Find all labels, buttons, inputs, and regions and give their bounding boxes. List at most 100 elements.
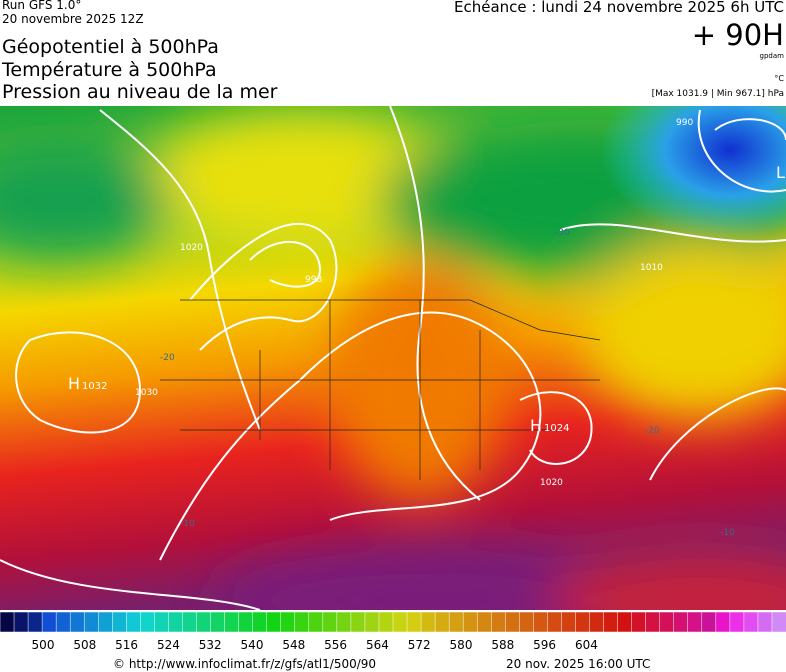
color-swatch bbox=[55, 611, 71, 633]
map-label-sub: 1024 bbox=[544, 423, 569, 434]
pressure-range: [Max 1031.9 | Min 967.1] hPa bbox=[651, 89, 784, 99]
color-swatch bbox=[575, 611, 591, 633]
color-swatch bbox=[462, 611, 478, 633]
echeance: Echéance : lundi 24 novembre 2025 6h UTC bbox=[454, 0, 784, 16]
color-swatch bbox=[701, 611, 717, 633]
map-label: -20 bbox=[645, 426, 660, 436]
colorbar-label: 540 bbox=[241, 638, 264, 652]
color-swatch bbox=[603, 611, 619, 633]
color-swatch bbox=[659, 611, 675, 633]
color-swatch bbox=[336, 611, 352, 633]
color-swatch bbox=[729, 611, 745, 633]
colorbar-label: 564 bbox=[366, 638, 389, 652]
color-swatch bbox=[448, 611, 464, 633]
color-swatch bbox=[154, 611, 170, 633]
colorbar-label: 508 bbox=[73, 638, 96, 652]
title: Pression au niveau de la mer bbox=[2, 81, 278, 103]
colorbar-label: 516 bbox=[115, 638, 138, 652]
run: Run GFS 1.0° bbox=[2, 0, 82, 12]
map-label: 990 bbox=[676, 118, 693, 128]
colorbar-label: 588 bbox=[491, 638, 514, 652]
color-swatch bbox=[112, 611, 128, 633]
color-swatch bbox=[13, 611, 29, 633]
colorbar-label: 596 bbox=[533, 638, 556, 652]
color-swatch bbox=[757, 611, 773, 633]
colorbar-label: 604 bbox=[575, 638, 598, 652]
map-label: -20 bbox=[160, 353, 175, 363]
colorbar-label: 500 bbox=[32, 638, 55, 652]
color-swatch bbox=[140, 611, 156, 633]
colorbar-label: 548 bbox=[282, 638, 305, 652]
color-swatch bbox=[673, 611, 689, 633]
color-swatch bbox=[280, 611, 296, 633]
map-label: 1030 bbox=[135, 388, 158, 398]
color-swatch bbox=[631, 611, 647, 633]
color-swatch bbox=[771, 611, 786, 633]
colorbar-label: 572 bbox=[408, 638, 431, 652]
color-swatch bbox=[715, 611, 731, 633]
color-swatch bbox=[533, 611, 549, 633]
color-swatch bbox=[238, 611, 254, 633]
title: Température à 500hPa bbox=[2, 59, 217, 81]
color-swatch bbox=[420, 611, 436, 633]
color-swatch bbox=[645, 611, 661, 633]
color-swatch bbox=[364, 611, 380, 633]
color-swatch bbox=[743, 611, 759, 633]
map-label: -10 bbox=[180, 519, 195, 529]
color-swatch bbox=[322, 611, 338, 633]
map-label: 1020 bbox=[540, 478, 563, 488]
color-swatch bbox=[266, 611, 282, 633]
colorbar-label: 556 bbox=[324, 638, 347, 652]
colorbar-label: 532 bbox=[199, 638, 222, 652]
color-swatch bbox=[392, 611, 408, 633]
color-swatch bbox=[561, 611, 577, 633]
color-swatch bbox=[378, 611, 394, 633]
map-label: 1020 bbox=[180, 243, 203, 253]
color-swatch bbox=[224, 611, 240, 633]
color-swatch bbox=[547, 611, 563, 633]
map-label: 998 bbox=[305, 275, 322, 285]
color-swatch bbox=[69, 611, 85, 633]
colorbar-label: 524 bbox=[157, 638, 180, 652]
title: Géopotentiel à 500hPa bbox=[2, 36, 219, 58]
map-label: H bbox=[68, 374, 80, 393]
color-swatch bbox=[0, 611, 15, 633]
map-label: -10 bbox=[720, 528, 735, 538]
color-swatch bbox=[252, 611, 268, 633]
color-swatch bbox=[182, 611, 198, 633]
color-swatch bbox=[294, 611, 310, 633]
unit: gpdam bbox=[759, 52, 784, 60]
color-swatch bbox=[27, 611, 43, 633]
color-swatch bbox=[491, 611, 507, 633]
color-swatch bbox=[98, 611, 114, 633]
map-label: -30 bbox=[555, 228, 570, 238]
unit: °C bbox=[774, 74, 784, 83]
footer-url: © http://www.infoclimat.fr/z/gfs/atl1/50… bbox=[113, 657, 376, 671]
map-label: 1010 bbox=[640, 263, 663, 273]
color-swatch bbox=[434, 611, 450, 633]
map-label: L bbox=[776, 163, 785, 182]
lead-time: + 90H bbox=[691, 18, 784, 52]
footer-date: 20 nov. 2025 16:00 UTC bbox=[506, 657, 650, 671]
run-date: 20 novembre 2025 12Z bbox=[2, 12, 144, 26]
color-swatch bbox=[83, 611, 100, 633]
colorbar-label: 580 bbox=[450, 638, 473, 652]
color-swatch bbox=[308, 611, 324, 633]
color-swatch bbox=[617, 611, 633, 633]
color-swatch bbox=[589, 611, 605, 633]
color-swatch bbox=[687, 611, 703, 633]
color-swatch bbox=[519, 611, 535, 633]
color-swatch bbox=[168, 611, 184, 633]
color-swatch bbox=[210, 611, 226, 633]
color-swatch bbox=[350, 611, 366, 633]
color-swatch bbox=[406, 611, 422, 633]
color-swatch bbox=[476, 611, 493, 633]
color-swatch bbox=[505, 611, 521, 633]
map-label-sub: 1032 bbox=[82, 381, 107, 392]
color-swatch bbox=[196, 611, 212, 633]
color-swatch bbox=[41, 611, 57, 633]
color-swatch bbox=[126, 611, 142, 633]
map-label: H bbox=[530, 416, 542, 435]
